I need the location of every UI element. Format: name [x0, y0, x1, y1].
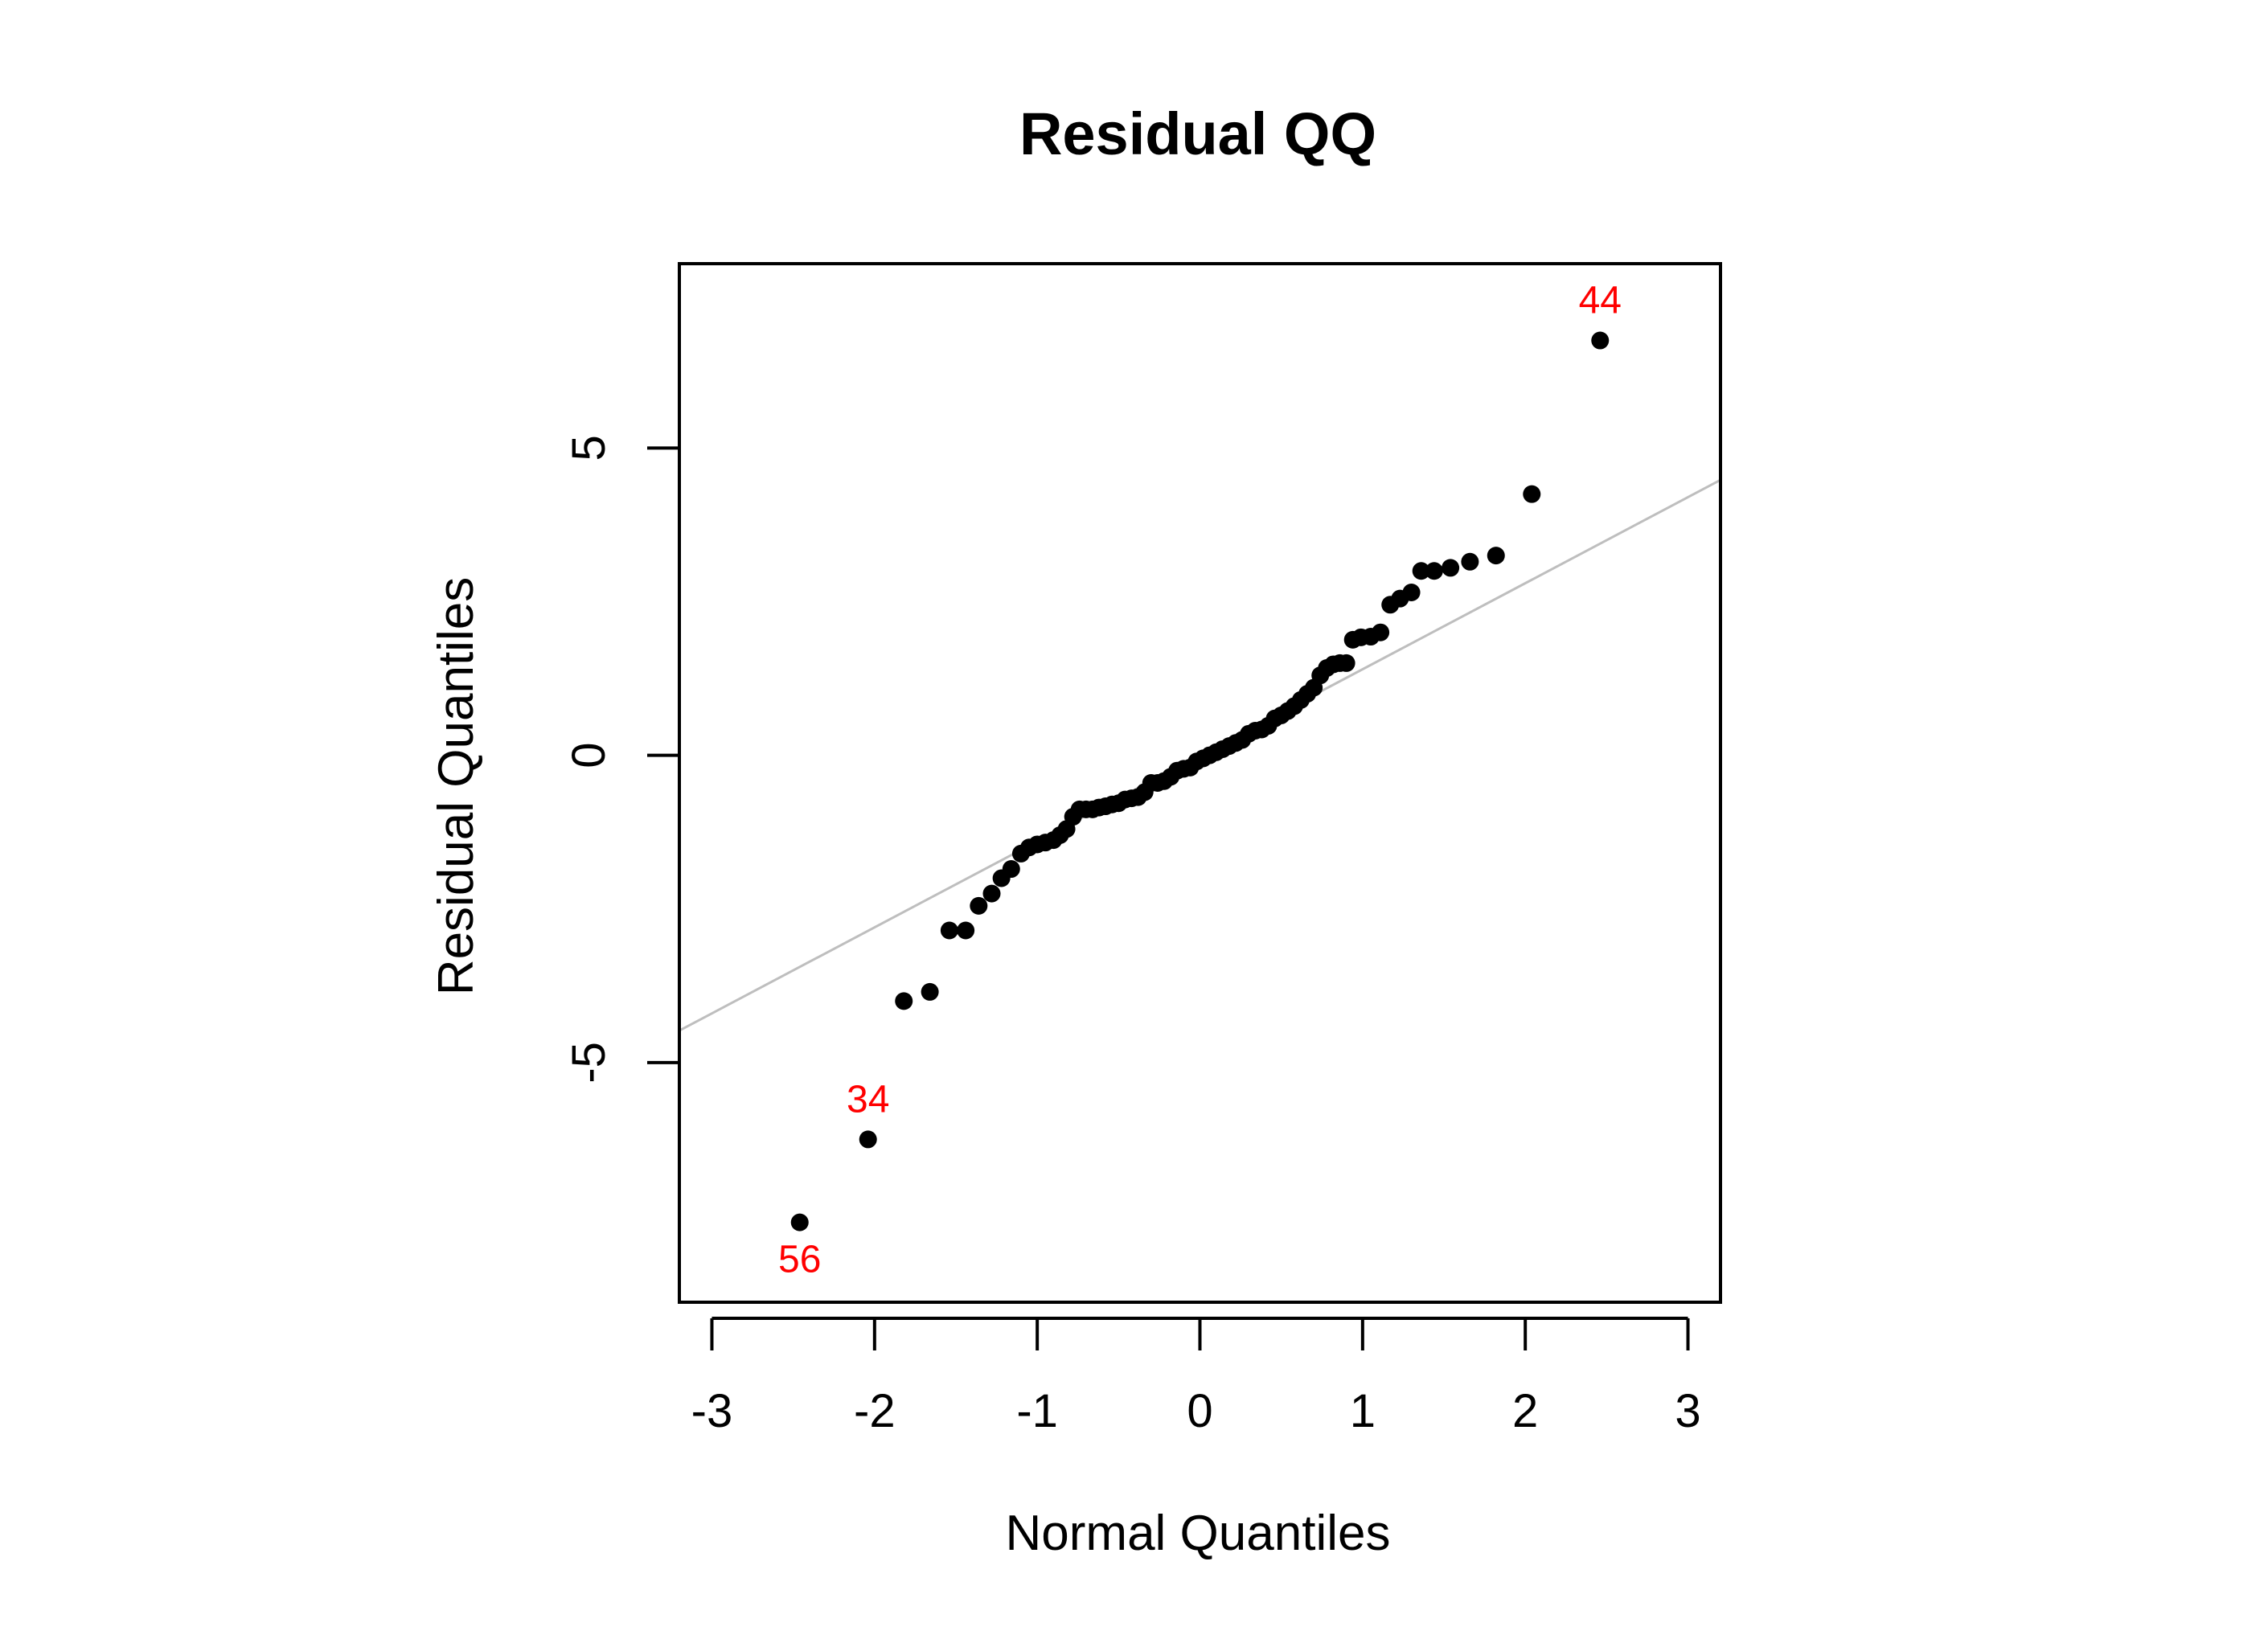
y-tick-label: 0 — [563, 742, 615, 768]
data-point — [1487, 547, 1505, 565]
data-points — [790, 331, 1610, 1231]
point-label: 56 — [778, 1239, 821, 1281]
y-axis-label: Residual Quantiles — [429, 577, 484, 995]
data-point — [940, 921, 958, 940]
x-axis: -3 -2 -1 0 1 2 3 — [691, 1317, 1701, 1437]
data-point — [1337, 654, 1355, 672]
y-axis: -5 0 5 — [563, 435, 681, 1084]
x-tick-label: 3 — [1675, 1385, 1700, 1437]
data-point — [1412, 562, 1430, 580]
data-point — [859, 1130, 877, 1149]
chart-title: Residual QQ — [1019, 100, 1376, 167]
point-label: 34 — [847, 1078, 889, 1121]
data-point — [1523, 485, 1541, 503]
data-point — [1425, 562, 1443, 580]
data-point — [970, 896, 988, 915]
data-point — [957, 921, 975, 940]
data-point — [1402, 584, 1421, 602]
point-labels: 44 34 56 — [778, 280, 1622, 1281]
y-tick-label: -5 — [563, 1042, 615, 1084]
data-point — [1461, 552, 1479, 571]
x-axis-label: Normal Quantiles — [1006, 1506, 1391, 1561]
data-point — [1442, 559, 1460, 577]
data-point — [1372, 623, 1390, 641]
x-tick-label: -1 — [1016, 1385, 1058, 1437]
x-tick-label: 1 — [1350, 1385, 1376, 1437]
plot-frame — [678, 262, 1722, 1304]
y-tick-label: 5 — [563, 435, 615, 461]
x-tick-label: -3 — [691, 1385, 733, 1437]
data-point — [982, 884, 1001, 903]
x-tick-label: -2 — [854, 1385, 896, 1437]
data-point — [1002, 860, 1020, 879]
data-point — [790, 1213, 809, 1231]
data-point — [1591, 331, 1610, 350]
data-point — [895, 992, 913, 1010]
data-point — [921, 982, 939, 1001]
point-label: 44 — [1579, 280, 1622, 322]
x-tick-label: 2 — [1512, 1385, 1538, 1437]
x-tick-label: 0 — [1187, 1385, 1212, 1437]
